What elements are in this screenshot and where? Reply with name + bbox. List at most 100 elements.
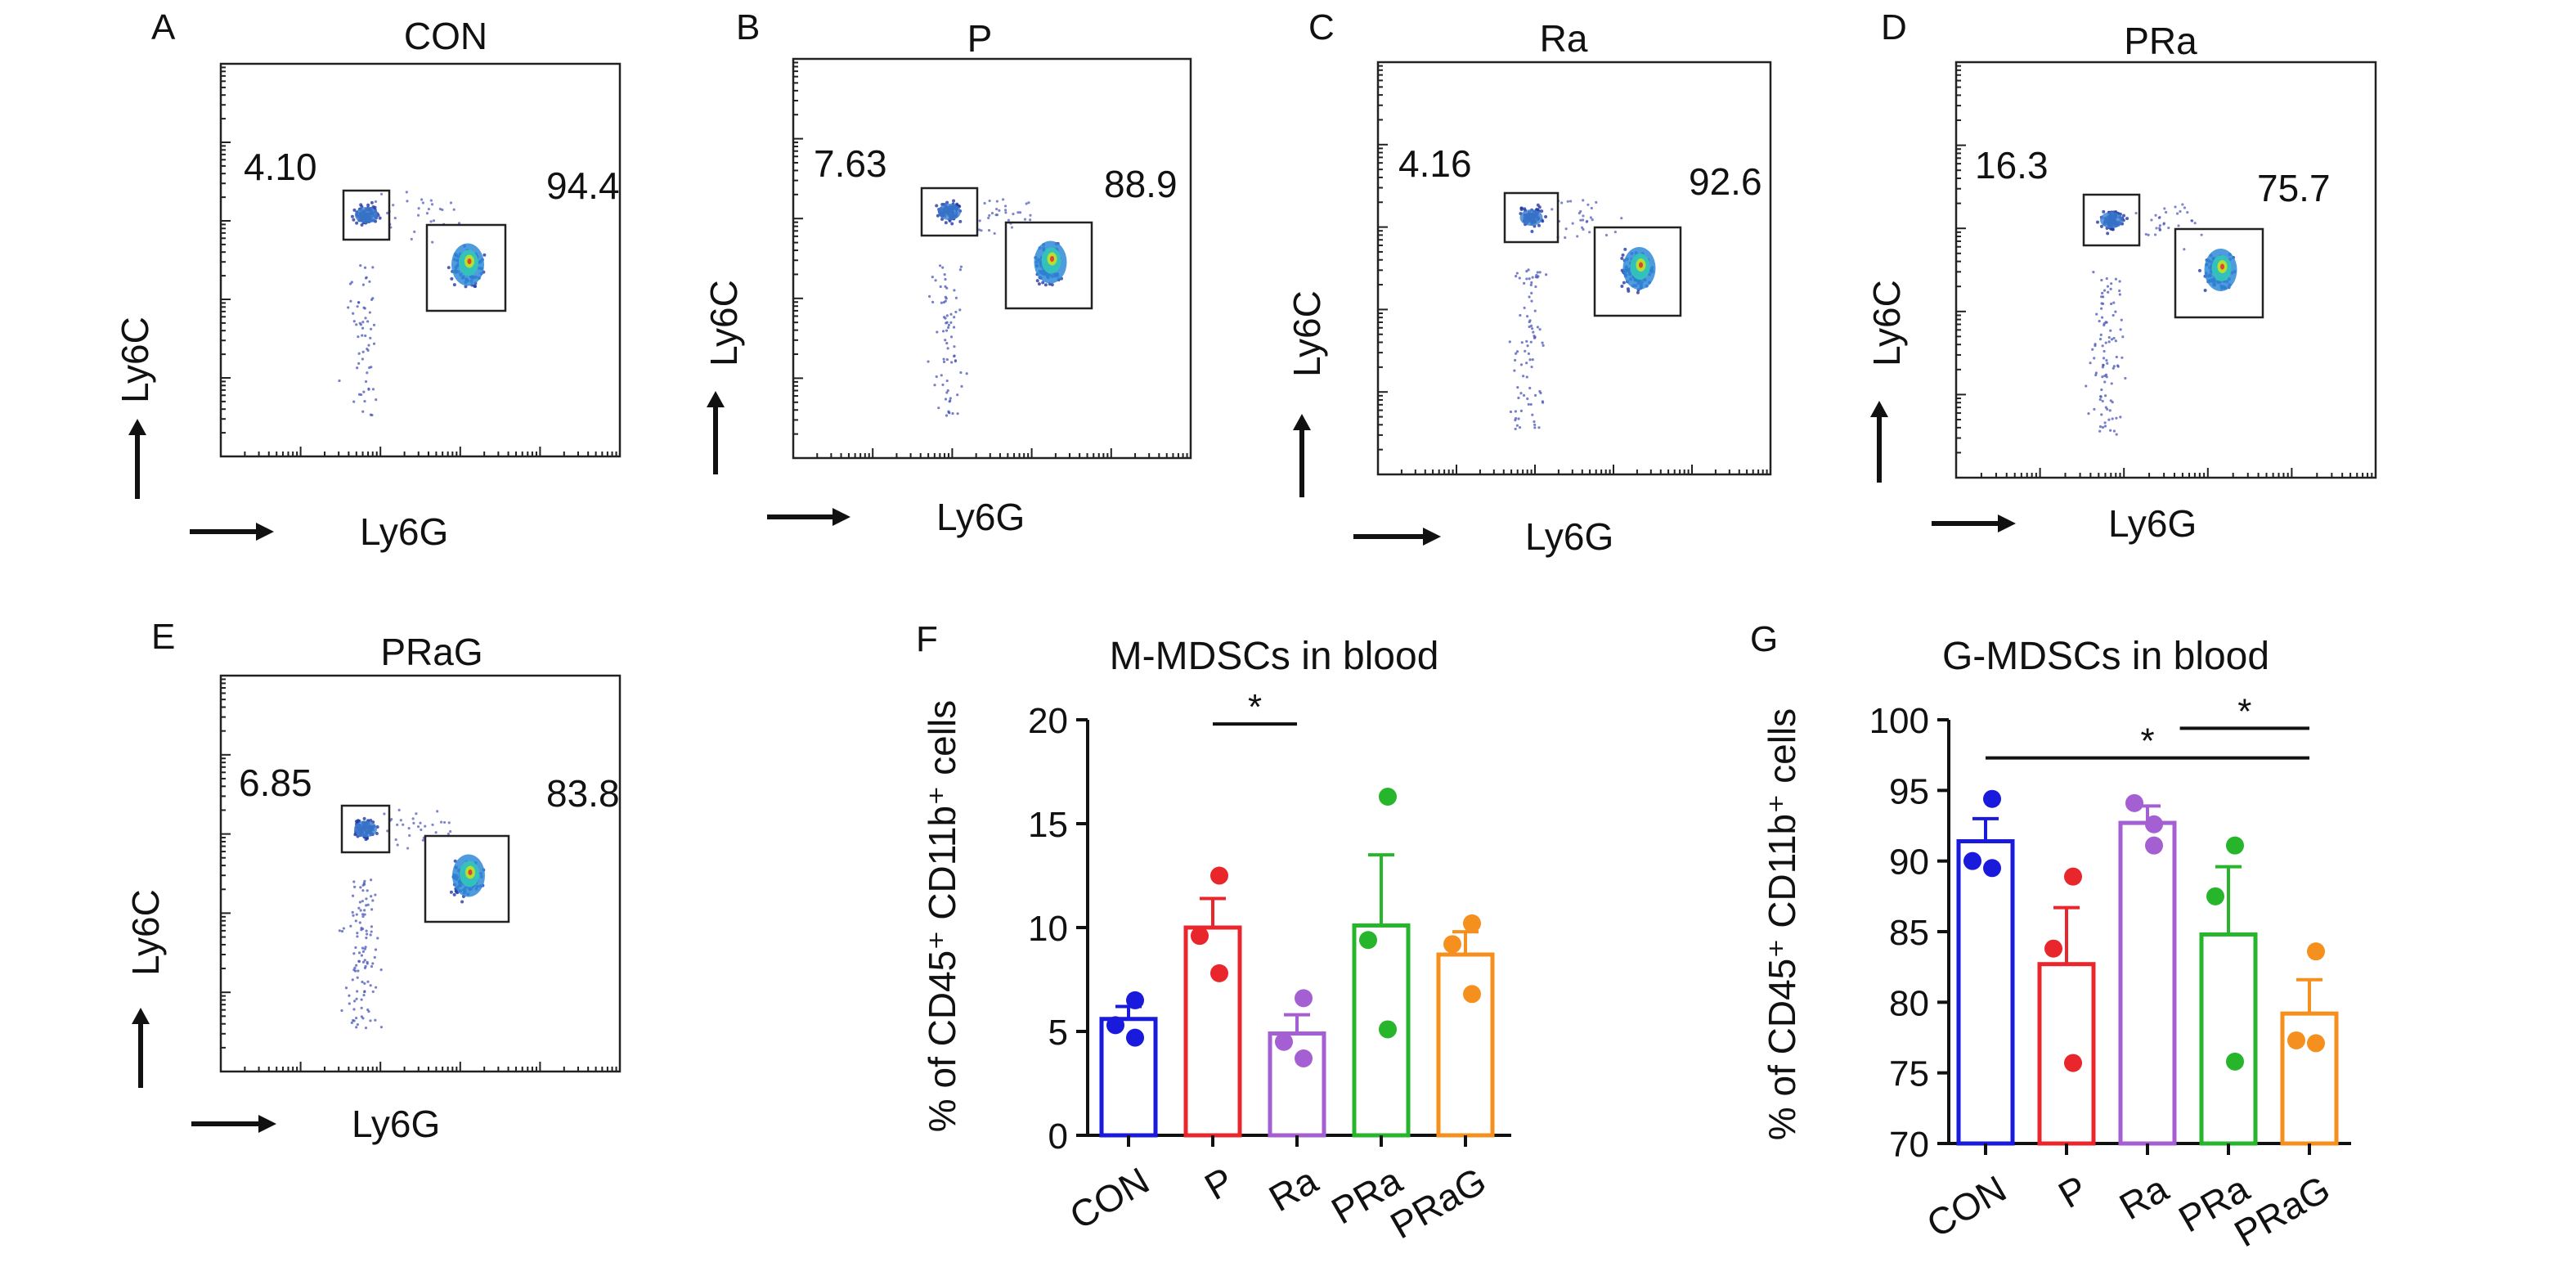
panel-letter: F xyxy=(916,619,938,659)
arrow-head-icon xyxy=(1423,528,1441,546)
axis-ticks xyxy=(1955,65,2373,478)
bar-pra xyxy=(2199,932,2258,1146)
data-point xyxy=(2044,939,2062,958)
event-dots xyxy=(927,198,1067,417)
data-point xyxy=(2125,793,2143,812)
event-dots xyxy=(338,808,486,1030)
y-axis-label: Ly6C xyxy=(114,317,156,403)
gate-g-mdsc xyxy=(425,223,507,312)
data-point xyxy=(2206,887,2224,905)
flow-panel-c: C Ra 4.16 92.6 Ly6C Ly6G xyxy=(1286,7,1772,558)
gate-m-mdsc xyxy=(342,189,391,241)
data-point xyxy=(1106,1016,1124,1035)
plot-title: CON xyxy=(404,15,487,57)
x-tick-label: Ra xyxy=(2112,1167,2175,1229)
y-tick-label: 80 xyxy=(1889,983,1929,1023)
data-point xyxy=(1295,989,1313,1008)
data-point xyxy=(1126,991,1144,1009)
arrow-head-icon xyxy=(1998,514,2016,532)
plot-frame xyxy=(792,57,1192,460)
significance-star: * xyxy=(2140,721,2154,762)
event-dots xyxy=(338,191,487,417)
arrow-head-icon xyxy=(1293,414,1311,430)
y-axis-label: % of CD45⁺ CD11b⁺ cells xyxy=(921,700,963,1132)
y-axis-label: Ly6C xyxy=(1286,290,1328,377)
y-tick-label: 70 xyxy=(1889,1125,1929,1165)
y-axis-label: Ly6C xyxy=(702,280,745,366)
data-point xyxy=(2307,942,2325,961)
chart-title: M-MDSCs in blood xyxy=(1110,635,1439,678)
bar-prag xyxy=(1436,952,1495,1138)
y-tick-label: 90 xyxy=(1889,842,1929,883)
y-axis-label: % of CD45⁺ CD11b⁺ cells xyxy=(1761,708,1803,1140)
plot-title: PRa xyxy=(2124,20,2197,62)
x-axis-label: Ly6G xyxy=(352,1103,440,1145)
x-axis-label: Ly6G xyxy=(1525,515,1613,558)
bar-prag xyxy=(2280,1011,2339,1146)
y-tick-label: 10 xyxy=(1028,909,1068,949)
gate-m-mdsc xyxy=(2082,193,2141,247)
gate-g-mdsc xyxy=(424,834,510,923)
panel-letter: D xyxy=(1881,7,1907,47)
flow-panel-b: B P 7.63 88.9 Ly6C Ly6G xyxy=(702,7,1192,538)
panel-letter: C xyxy=(1308,7,1335,47)
x-tick-label: P xyxy=(1197,1159,1241,1208)
significance-star: * xyxy=(2237,691,2251,731)
bar-p xyxy=(1183,925,1242,1138)
plot-frame xyxy=(1954,61,2377,479)
data-point xyxy=(2145,815,2163,833)
y-tick-label: 100 xyxy=(1869,701,1929,741)
arrow-head-icon xyxy=(256,523,274,541)
gate-percentage: 92.6 xyxy=(1689,160,1762,203)
significance-star: * xyxy=(1248,687,1262,727)
gate-percentage: 7.63 xyxy=(814,142,887,185)
data-point xyxy=(1463,985,1481,1004)
data-point xyxy=(1359,931,1377,950)
data-point xyxy=(1983,789,2001,808)
y-tick-label: 95 xyxy=(1889,771,1929,811)
chart-title: G-MDSCs in blood xyxy=(1942,635,2269,678)
y-tick-label: 5 xyxy=(1048,1013,1068,1053)
x-tick-label: Ra xyxy=(1262,1159,1325,1220)
data-point xyxy=(1210,866,1228,885)
data-point xyxy=(2064,1054,2082,1072)
panel-letter: E xyxy=(151,617,175,657)
data-point xyxy=(1463,914,1481,932)
panel-letter: B xyxy=(736,7,760,47)
bar-p xyxy=(2037,962,2096,1146)
axis-ticks xyxy=(792,61,1188,459)
arrow-head-icon xyxy=(258,1115,276,1133)
arrow-head-icon xyxy=(128,419,146,435)
data-point xyxy=(2287,1031,2305,1049)
x-tick-label: PRaG xyxy=(1383,1159,1492,1247)
arrow-head-icon xyxy=(707,391,725,407)
gate-m-mdsc xyxy=(920,186,979,237)
data-point xyxy=(2064,867,2082,886)
plot-title: Ra xyxy=(1540,17,1588,60)
arrow-head-icon xyxy=(1870,401,1888,417)
gate-m-mdsc xyxy=(340,804,391,854)
gate-m-mdsc xyxy=(1503,191,1560,244)
panel-letter: A xyxy=(151,7,176,47)
x-tick-label: CON xyxy=(1062,1159,1156,1238)
gate-percentage: 88.9 xyxy=(1104,163,1178,205)
x-axis-label: Ly6G xyxy=(2108,502,2197,545)
data-point xyxy=(1191,927,1209,946)
x-tick-label: PRaG xyxy=(2227,1167,2336,1256)
x-axis-label: Ly6G xyxy=(360,510,448,553)
event-dots xyxy=(1508,199,1656,431)
data-point xyxy=(1443,935,1461,954)
data-point xyxy=(1295,1049,1313,1068)
axis-ticks xyxy=(1377,65,1768,475)
data-point xyxy=(1126,1028,1144,1047)
data-point xyxy=(1210,964,1228,982)
data-point xyxy=(1963,851,1981,870)
gate-g-mdsc xyxy=(2174,227,2264,319)
data-point xyxy=(2226,836,2244,855)
plot-title: PRaG xyxy=(380,631,482,673)
gate-percentage: 75.7 xyxy=(2257,167,2331,209)
gate-g-mdsc xyxy=(1593,226,1682,317)
data-point xyxy=(1379,1020,1397,1039)
y-tick-label: 0 xyxy=(1048,1116,1068,1157)
bar-ra xyxy=(2118,820,2177,1146)
